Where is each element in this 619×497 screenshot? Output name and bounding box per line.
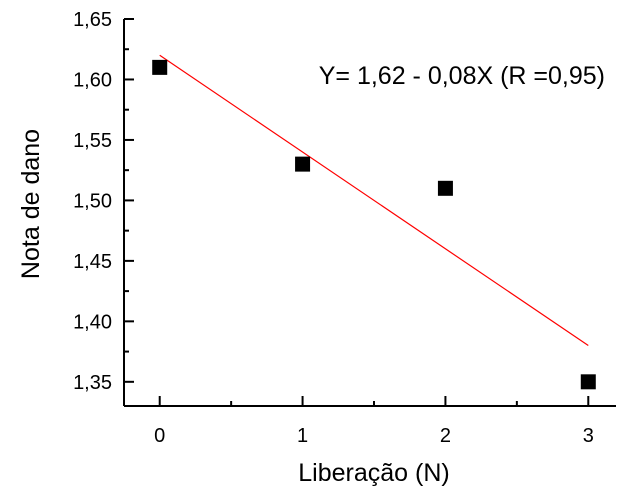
y-axis-title: Nota de dano: [17, 129, 45, 279]
x-tick-label: 0: [154, 425, 165, 447]
y-tick-label: 1,45: [73, 251, 112, 273]
data-point: [580, 374, 596, 390]
y-tick-label: 1,50: [73, 190, 112, 212]
regression-line: [159, 54, 589, 347]
data-point: [295, 156, 311, 172]
x-tick-label: 1: [297, 425, 308, 447]
y-tick-label: 1,40: [73, 311, 112, 333]
regression-equation: Y= 1,62 - 0,08X (R =0,95): [319, 62, 605, 90]
y-tick-label: 1,35: [73, 372, 112, 394]
x-tick-label: 2: [440, 425, 451, 447]
y-tick-label: 1,65: [73, 9, 112, 31]
plot-area: 1,35 1,40 1,45 1,50 1,55 1,60 1,65 0 1 2 3: [73, 9, 616, 447]
y-tick-label: 1,60: [73, 69, 112, 91]
x-axis-title: Liberação (N): [298, 459, 449, 487]
y-tick-label: 1,55: [73, 130, 112, 152]
data-point: [152, 59, 168, 75]
data-point: [437, 180, 453, 196]
x-tick-label: 3: [583, 425, 594, 447]
